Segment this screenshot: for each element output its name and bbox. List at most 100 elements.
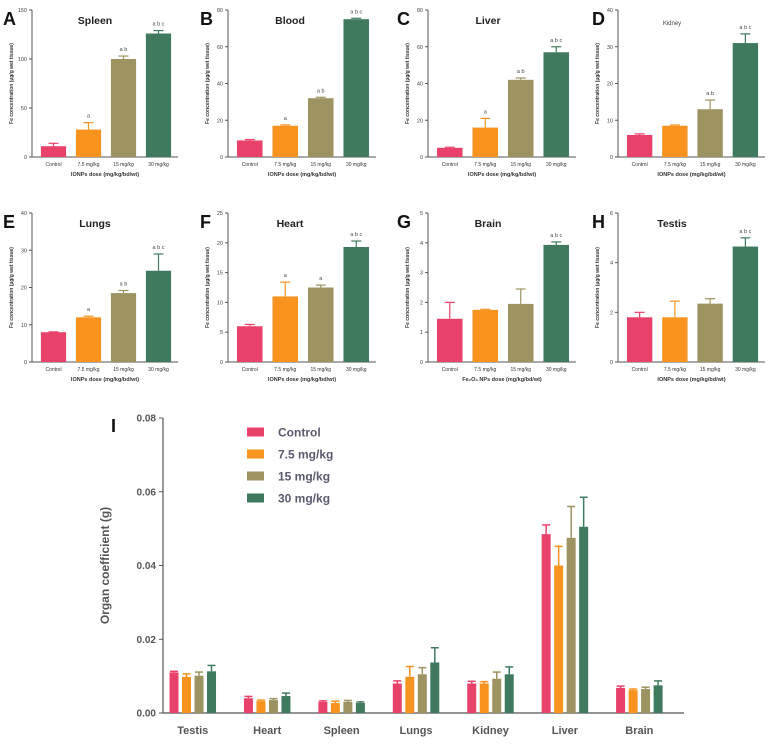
panel-letter: A: [3, 9, 16, 29]
panel-letter: F: [200, 212, 211, 232]
significance-label: a b c: [739, 229, 751, 235]
y-tick-label: 20: [217, 241, 223, 247]
x-axis-label: IONPs dose (mg/kg/bd/wt): [71, 172, 139, 178]
x-tick-label: 30 mg/kg: [148, 367, 169, 373]
significance-label: a b: [517, 69, 525, 75]
x-tick-label: Control: [442, 162, 458, 168]
legend-swatch: [247, 493, 264, 503]
panel-title: Lungs: [79, 218, 111, 230]
bar-liver-0: [436, 147, 463, 157]
y-tick-label: 3: [420, 271, 423, 277]
x-tick-label: 30 mg/kg: [346, 162, 367, 168]
significance-label: a b c: [550, 233, 562, 239]
bar-lungs-2: [417, 674, 427, 713]
panel-letter: E: [3, 212, 15, 232]
panel-letter: I: [111, 416, 116, 436]
bar-blood-0: [236, 140, 263, 157]
panel-f: 0 5 10 15 20 25 Control a 7.5 mg/kg a 15 mg/kg a b …: [200, 211, 376, 383]
bar-heart-2: [268, 700, 278, 713]
panel-e: 0 10 20 30 40 Control a 7.5 mg/kg a b 15 mg/kg a b…: [3, 211, 178, 383]
bar-spleen-0: [40, 146, 67, 157]
y-tick-label: 4: [420, 241, 423, 247]
y-axis-label: Fe concentration (µg/g wet tissue): [405, 247, 411, 328]
legend-label: 7.5 mg/kg: [278, 448, 333, 462]
x-tick-label: Control: [242, 162, 258, 168]
x-tick-label: Lungs: [400, 725, 433, 737]
panel-g: 0 1 2 3 4 5 Control 7.5 mg/kg 15 mg/kg a b c 30 mg…: [397, 211, 576, 383]
bar-liver-2: [566, 537, 576, 713]
bar-spleen-0: [318, 701, 328, 713]
y-axis-label: Organ coefficient (g): [98, 507, 112, 624]
bar-lungs-0: [392, 683, 402, 713]
bar-kidney-0: [467, 683, 477, 713]
bar-lungs-3: [145, 270, 172, 362]
bar-heart-2: [307, 287, 334, 362]
panel-letter: D: [592, 9, 605, 29]
significance-label: a b c: [550, 38, 562, 44]
bar-spleen-2: [110, 59, 137, 157]
bar-kidney-1: [479, 683, 489, 713]
y-tick-label: 25: [217, 211, 223, 217]
y-axis-label: Fe concentration (µg/g wet tissue): [205, 43, 211, 124]
bar-testis-1: [662, 317, 688, 362]
bar-kidney-2: [492, 678, 502, 713]
panel-title: Kidney: [663, 21, 681, 27]
y-tick-label: 60: [417, 45, 423, 51]
y-tick-label: 5: [420, 211, 423, 217]
x-tick-label: Heart: [253, 725, 281, 737]
x-tick-label: 7.5 mg/kg: [274, 162, 296, 168]
x-tick-label: Control: [45, 162, 61, 168]
panel-b: 0 20 40 60 80 Control a 7.5 mg/kg a b 15 mg/kg a b…: [200, 8, 376, 178]
bar-heart-0: [243, 698, 253, 713]
panel-letter: C: [397, 9, 410, 29]
bar-kidney-3: [504, 674, 514, 713]
y-tick-label: 100: [18, 57, 27, 63]
x-tick-label: 15 mg/kg: [113, 162, 134, 168]
bar-liver-3: [579, 526, 589, 713]
bar-kidney-0: [626, 134, 653, 157]
y-tick-label: 20: [21, 286, 27, 292]
x-tick-label: 15 mg/kg: [700, 367, 721, 373]
bar-brain-3: [543, 244, 570, 362]
panel-title: Testis: [657, 218, 687, 230]
bar-lungs-2: [110, 293, 137, 362]
panel-title: Liver: [475, 15, 500, 27]
x-tick-label: Spleen: [324, 725, 360, 737]
x-tick-label: Control: [442, 367, 458, 373]
x-tick-label: Control: [242, 367, 258, 373]
panel-d: 0 10 20 30 40 Control 7.5 mg/kg a b 15 mg/kg a b …: [592, 8, 765, 178]
bar-spleen-1: [75, 129, 102, 157]
bar-spleen-1: [330, 703, 340, 713]
significance-label: a b: [317, 88, 325, 94]
significance-label: a b c: [350, 9, 362, 15]
panel-title: Brain: [475, 218, 502, 230]
panel-a: 0 50 100 150 Control a 7.5 mg/kg a b 15 mg/kg a b…: [3, 8, 178, 178]
y-axis-label: Fe concentration (µg/g wet tissue): [9, 43, 15, 124]
y-axis-label: Fe concentration (µg/g wet tissue): [405, 43, 411, 124]
x-tick-label: 30 mg/kg: [346, 367, 367, 373]
x-axis-label: IONPs dose (mg/kg/bd/wt): [468, 172, 536, 178]
significance-label: a: [87, 114, 91, 120]
y-axis-label: Fe concentration (µg/g wet tissue): [595, 247, 601, 328]
y-tick-label: 0: [420, 155, 423, 161]
x-tick-label: 30 mg/kg: [735, 162, 756, 168]
x-axis-label: Fe₂O₃ NPs dose (mg/kg/bd/wt): [462, 377, 542, 383]
panel-c: 0 20 40 60 80 Control a 7.5 mg/kg a b 15 mg/kg a b…: [397, 8, 576, 178]
y-tick-label: 15: [217, 271, 223, 277]
y-tick-label: 80: [217, 8, 223, 14]
y-tick-label: 0: [24, 155, 27, 161]
significance-label: a b c: [153, 245, 165, 251]
y-tick-label: 2: [610, 310, 613, 316]
bar-blood-2: [307, 98, 334, 157]
x-tick-label: 15 mg/kg: [113, 367, 134, 373]
y-tick-label: 0: [220, 360, 223, 366]
bar-testis-1: [182, 676, 192, 713]
x-tick-label: Control: [632, 367, 648, 373]
x-tick-label: 15 mg/kg: [310, 162, 331, 168]
y-tick-label: 10: [217, 300, 223, 306]
bar-brain-0: [616, 687, 626, 713]
bar-brain-2: [507, 303, 534, 362]
bar-spleen-3: [145, 33, 172, 157]
x-tick-label: 7.5 mg/kg: [664, 162, 686, 168]
